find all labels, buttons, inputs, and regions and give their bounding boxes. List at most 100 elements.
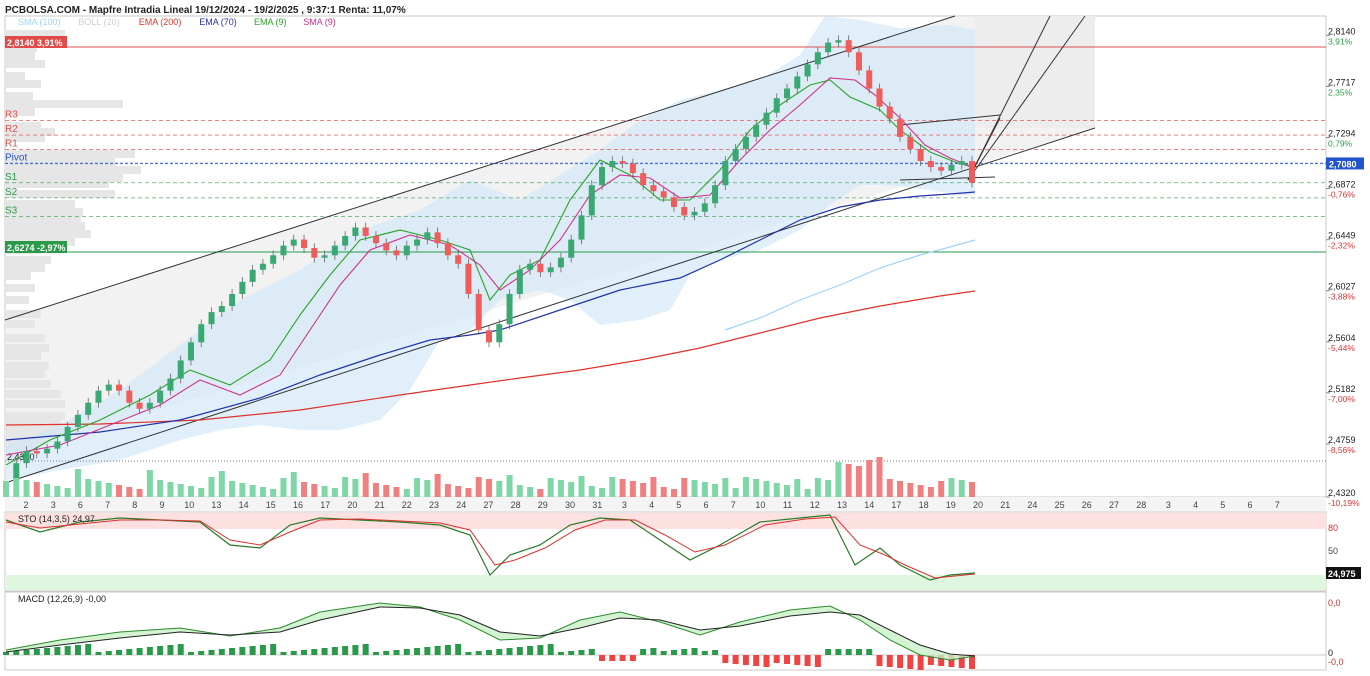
y-tick-price: 2,6872 [1328,180,1356,190]
legend-item: SMA (9) [303,17,336,27]
macd-level-bottom: -0,0 [1328,657,1344,667]
volume-profile-bar [5,180,109,188]
x-tick-label: 6 [78,500,83,510]
volume-bar [599,488,606,497]
low-marker-box [5,241,67,253]
macd-histogram-bar [784,655,791,664]
candle-body [342,235,349,246]
volume-bar [475,477,482,497]
macd-histogram-bar [249,646,256,655]
y-tick-pct: -3,88% [1328,292,1355,302]
volume-profile-bar [5,264,45,272]
x-tick-label: 20 [347,500,357,510]
candle-body [547,267,554,273]
candle-body [804,64,811,77]
ema-9-line [5,79,976,466]
sto-level-50: 50 [1328,546,1338,556]
candle-body [33,451,40,454]
volume-profile-bar [5,428,65,436]
volume-bar [660,487,667,497]
volume-bar [290,472,297,497]
candle-body [167,378,174,391]
volume-profile-bar [5,320,35,328]
macd-histogram-bar [208,650,215,655]
candle-body [527,263,534,270]
volume-bar [814,478,821,497]
macd-histogram-bar [331,647,338,655]
grid-lines: R3 R2 R1 Pivot S1 S2 S3 [5,46,1326,462]
pivot-label: S2 [5,187,18,198]
volume-bar [414,478,421,497]
candle-body [958,161,965,165]
candle-body [486,330,492,343]
candle-body [403,245,410,256]
volume-bar [465,488,472,497]
volume-bar [126,487,133,497]
candle-body [95,390,102,403]
candle-body [640,173,647,186]
macd-histogram-bar [907,655,914,669]
volume-profile-bar [5,122,41,130]
macd-histogram-bar [403,649,410,655]
volume-bar [722,478,729,497]
candle-body [845,40,852,53]
macd-histogram-bar [280,652,287,655]
volume-profile-bar [5,134,45,142]
y-tick-price: 2,4759 [1328,435,1356,445]
volume-bar [136,489,143,497]
volume-bar [866,460,873,497]
macd-histogram-bar [157,646,164,655]
x-tick-label: 22 [402,500,412,510]
trend-line [899,114,1001,126]
volume-profile-bar [5,30,65,38]
candle-body [557,257,564,268]
volume-bar [732,488,739,497]
volume-bar [527,487,534,497]
candle-body [599,167,606,186]
price-axis: 2,81403,91%2,77172,35%2,72940,79%2,6872-… [1326,26,1364,508]
macd-histogram-bar [259,645,266,655]
macd-histogram-bar [321,648,328,655]
macd-histogram-bar [958,655,965,668]
candle-body [229,293,236,307]
sto-k-line [5,514,976,581]
candle-body [855,52,862,71]
volume-profile-bar [5,230,91,238]
x-tick-label: 31 [592,500,602,510]
legend-item: EMA (70) [199,17,237,27]
volume-bar [712,484,719,497]
candle-body [372,235,379,244]
volume-bar [44,484,51,497]
candle-body [74,414,81,427]
volume-bar [835,462,842,497]
macd-histogram-bar [187,652,194,655]
volume-bar [763,481,770,497]
ema-70-line [5,191,976,441]
candle-body [969,161,975,183]
macd-histogram-bar [198,651,205,655]
x-tick-label: 17 [891,500,901,510]
candle-body [629,163,636,174]
macd-histogram-bar [599,655,606,661]
macd-histogram-bar [897,655,904,668]
macd-histogram-bar [239,647,246,655]
candle-body [773,98,780,113]
candle-body [270,255,277,264]
macd-histogram-bar [23,650,30,655]
volume-profile-bar [5,150,135,158]
macd-histogram-bar [588,649,595,655]
candle-body [763,112,770,125]
x-tick-label: 8 [132,500,137,510]
candle-body [54,441,61,449]
volume-bar [804,489,811,497]
y-tick-price: 2,6027 [1328,282,1356,292]
x-tick-label: 19 [946,500,956,510]
volume-bar [198,488,205,497]
macd-histogram-bar [845,649,852,655]
candle-body [722,161,729,186]
volume-bar [578,476,585,497]
x-axis: 2 3 6 7 8 9 10 13 14 15 16 17 20 21 22 23 24 27 28 29 30 31 3 4… [5,497,1326,511]
candle-body [917,148,924,162]
volume-bar [547,478,554,497]
macd-histogram-bar [537,645,544,655]
